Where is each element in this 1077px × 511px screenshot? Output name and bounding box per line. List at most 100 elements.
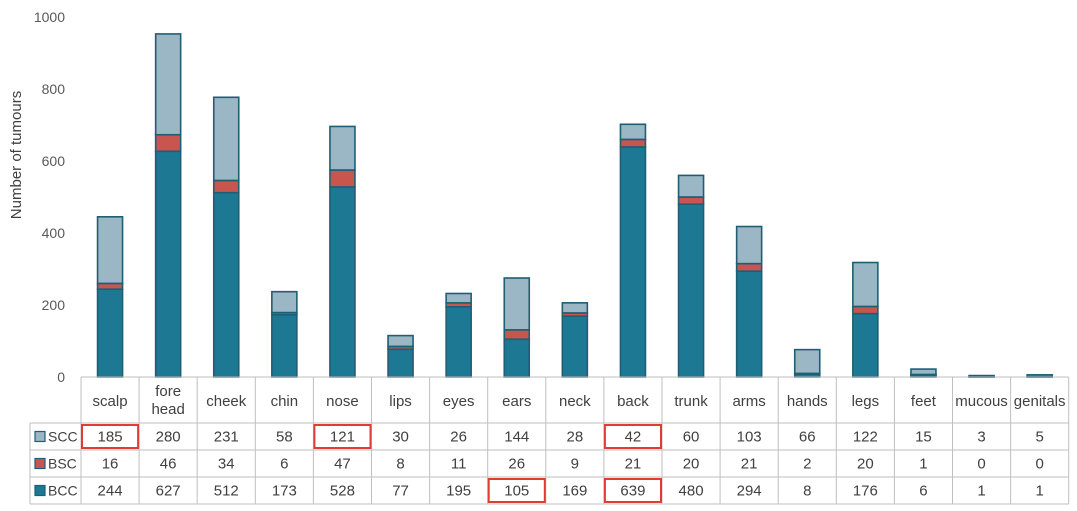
table-cell-value: 6 <box>280 456 288 473</box>
bar-scc <box>793 348 821 375</box>
bar-bcc <box>212 191 240 378</box>
category-label: mucous <box>955 393 1008 410</box>
y-tick-label: 0 <box>57 369 65 385</box>
bar-scc <box>329 125 356 171</box>
table-cell-value: 528 <box>330 483 355 500</box>
table-cell-value: 0 <box>1035 456 1043 473</box>
table-cell-value: 231 <box>214 429 239 446</box>
bar-bcc <box>387 348 414 378</box>
bar-scc <box>735 225 763 265</box>
bar-bsc <box>735 262 763 272</box>
bar-scc <box>910 368 937 376</box>
table-cell-value: 639 <box>620 483 645 500</box>
category-label: feet <box>911 393 937 410</box>
table-cell-value: 47 <box>334 456 351 473</box>
bar-bsc <box>96 282 124 290</box>
y-tick-label: 1000 <box>34 9 65 25</box>
category-label: back <box>617 393 649 410</box>
highlight-box <box>603 478 663 503</box>
table-cell-value: 103 <box>737 429 762 446</box>
category-label: fore <box>155 383 181 400</box>
table-cell-value: 1 <box>977 483 985 500</box>
bar-bcc <box>619 146 647 378</box>
table-cell-value: 21 <box>741 456 758 473</box>
bar-bsc <box>852 305 879 315</box>
category-label: genitals <box>1014 393 1066 410</box>
bar-bcc <box>677 203 705 378</box>
table-cell-value: 2 <box>803 456 811 473</box>
category-label: neck <box>559 393 591 410</box>
y-tick-label: 800 <box>42 81 66 97</box>
table-cell-value: 512 <box>214 483 239 500</box>
table-cell-value: 1 <box>1035 483 1043 500</box>
bar-bsc <box>212 179 240 194</box>
bar-scc <box>852 261 879 308</box>
bar-bcc <box>445 305 472 378</box>
category-label: legs <box>852 393 880 410</box>
bar-scc <box>212 96 240 182</box>
bar-scc <box>561 302 589 314</box>
category-label: chin <box>271 393 299 410</box>
bar-scc <box>96 216 124 285</box>
bars <box>81 33 1069 378</box>
bar-scc <box>445 292 472 304</box>
legend-swatch-bcc <box>34 484 46 497</box>
bar-bcc <box>154 150 182 378</box>
table-cell-value: 26 <box>508 456 525 473</box>
table-cell-value: 11 <box>451 456 467 473</box>
table-cell-value: 34 <box>218 456 235 473</box>
category-label: lips <box>389 393 412 410</box>
bar-scc <box>387 334 414 348</box>
table-cell-value: 3 <box>977 429 985 446</box>
table-cell-value: 105 <box>504 483 529 500</box>
table-cell-value: 176 <box>853 483 878 500</box>
table-cell-value: 28 <box>567 429 584 446</box>
table-cell-value: 15 <box>915 429 932 446</box>
category-label: scalp <box>93 393 128 410</box>
table-cell-value: 480 <box>679 483 704 500</box>
bar-bcc <box>503 338 531 378</box>
bar-bsc <box>619 138 647 148</box>
table-cell-value: 60 <box>683 429 700 446</box>
table-cell-value: 77 <box>392 483 409 500</box>
legend-label-bsc: BSC <box>48 456 77 472</box>
bar-bcc <box>561 315 589 378</box>
legend-swatch-scc <box>34 430 46 443</box>
table-cell-value: 294 <box>737 483 762 500</box>
table-cell-value: 8 <box>396 456 404 473</box>
table-cell-value: 9 <box>571 456 579 473</box>
bar-bcc <box>329 186 356 378</box>
category-label: head <box>151 401 184 418</box>
table-cell-value: 46 <box>160 456 177 473</box>
y-tick-label: 200 <box>42 297 66 313</box>
highlight-box <box>313 424 372 449</box>
table-cell-value: 169 <box>562 483 587 500</box>
table-cell-value: 173 <box>272 483 297 500</box>
table-cell-value: 6 <box>919 483 927 500</box>
highlight-box <box>487 478 546 503</box>
bar-bcc <box>852 312 879 378</box>
bar-bcc <box>271 313 298 378</box>
category-label: arms <box>732 393 765 410</box>
table-cell-value: 20 <box>683 456 700 473</box>
bar-scc <box>154 33 182 136</box>
table-cell-value: 30 <box>392 429 409 446</box>
table-cell-value: 8 <box>803 483 811 500</box>
table-cell-value: 280 <box>156 429 181 446</box>
highlight-box <box>603 424 663 449</box>
table-cell-value: 58 <box>276 429 293 446</box>
highlight-box <box>81 424 140 449</box>
category-label: cheek <box>206 393 247 410</box>
bar-bsc <box>677 196 705 205</box>
table-cell-value: 627 <box>156 483 181 500</box>
table-cell-value: 122 <box>853 429 878 446</box>
category-label: hands <box>787 393 828 410</box>
category-label: ears <box>502 393 531 410</box>
table-cell-value: 121 <box>330 429 355 446</box>
bar-scc <box>503 277 531 331</box>
table-cell-value: 1 <box>919 456 927 473</box>
table-cell-value: 244 <box>98 483 123 500</box>
bar-bsc <box>154 133 182 153</box>
bar-bsc <box>329 169 356 188</box>
